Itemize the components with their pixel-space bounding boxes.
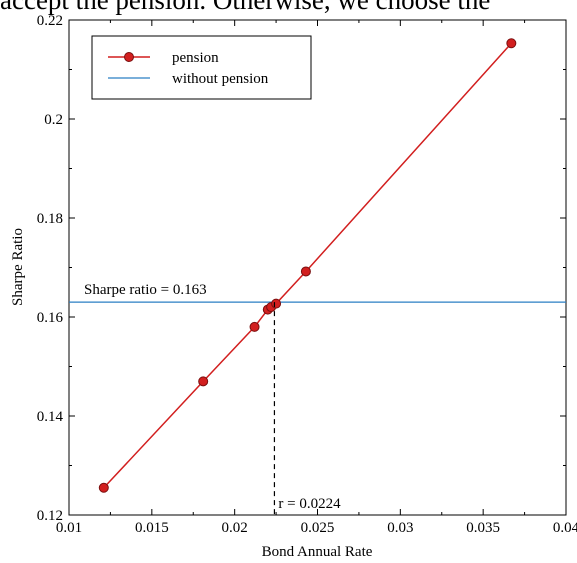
y-tick-label: 0.2 bbox=[44, 112, 63, 128]
legend-label-pension: pension bbox=[172, 50, 219, 66]
x-axis-ticks: 0.01 0.015 0.02 0.025 0.03 0.035 0.04 bbox=[56, 20, 577, 536]
legend-label-without-pension: without pension bbox=[172, 71, 269, 87]
r-annotation: r = 0.0224 bbox=[278, 496, 341, 512]
sharpe-ratio-annotation: Sharpe ratio = 0.163 bbox=[84, 282, 207, 298]
pension-point bbox=[198, 376, 209, 387]
x-tick-label: 0.035 bbox=[466, 520, 500, 536]
y-axis-ticks: 0.12 0.14 0.16 0.18 0.2 0.22 bbox=[37, 13, 566, 524]
x-tick-label: 0.03 bbox=[387, 520, 413, 536]
y-tick-label: 0.12 bbox=[37, 508, 63, 524]
pension-point bbox=[98, 482, 109, 493]
y-tick-label: 0.18 bbox=[37, 211, 63, 227]
x-axis-label: Bond Annual Rate bbox=[262, 544, 373, 560]
x-tick-label: 0.025 bbox=[301, 520, 335, 536]
y-tick-label: 0.14 bbox=[37, 409, 64, 425]
pension-point bbox=[249, 321, 260, 332]
legend: pension without pension bbox=[91, 35, 312, 100]
x-tick-label: 0.015 bbox=[135, 520, 169, 536]
legend-marker-pension bbox=[124, 52, 134, 62]
y-tick-label: 0.22 bbox=[37, 13, 63, 29]
legend-box bbox=[91, 35, 312, 100]
pension-point bbox=[271, 298, 282, 309]
x-tick-label: 0.01 bbox=[56, 520, 82, 536]
y-tick-label: 0.16 bbox=[37, 310, 64, 326]
x-tick-label: 0.04 bbox=[553, 520, 577, 536]
clipped-body-text: accept the pension. Otherwise, we choose… bbox=[0, 0, 491, 15]
pension-line bbox=[103, 42, 512, 489]
annotation-layer: Sharpe ratio = 0.163 r = 0.0224 bbox=[84, 282, 341, 515]
pension-point bbox=[300, 266, 311, 277]
series-layer bbox=[69, 38, 566, 493]
y-axis-label: Sharpe Ratio bbox=[10, 228, 26, 306]
x-tick-label: 0.02 bbox=[222, 520, 248, 536]
pension-point bbox=[506, 38, 517, 49]
